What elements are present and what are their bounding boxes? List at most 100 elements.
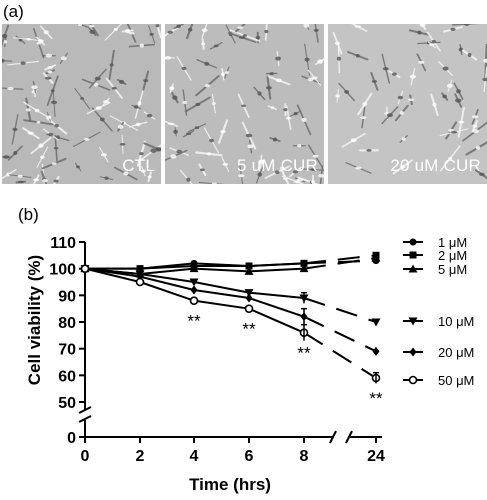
y-tick-label: 50 xyxy=(58,395,76,412)
cell-body xyxy=(222,162,228,166)
cell-body xyxy=(113,27,118,31)
cell-body xyxy=(409,74,416,79)
micrograph-20um-cur-label: 20 uM CUR xyxy=(390,156,481,175)
cell-body xyxy=(155,147,161,152)
legend-item: 1 μM xyxy=(403,235,467,250)
y-axis-break-mark xyxy=(78,406,92,414)
cell-body xyxy=(89,24,95,28)
data-point xyxy=(245,262,253,270)
x-tick-label: 6 xyxy=(245,448,254,465)
series-line-bridge xyxy=(303,254,377,265)
cell-body xyxy=(27,131,35,135)
chart-series: ** ** ** ** xyxy=(80,251,383,408)
cell-body xyxy=(7,86,14,91)
data-point xyxy=(190,285,198,295)
cell-body xyxy=(45,76,52,80)
cell-body xyxy=(117,124,124,129)
y-axis-title: Cell viability (%) xyxy=(25,255,44,385)
cell-body xyxy=(312,154,319,158)
y-tick-label: 60 xyxy=(58,368,76,385)
cell-body xyxy=(149,32,154,36)
cell-body xyxy=(301,117,307,122)
cell-body xyxy=(43,30,49,35)
cell-body xyxy=(3,155,10,159)
cell-process xyxy=(314,24,319,43)
y-axis-break-mark xyxy=(78,415,92,423)
cell-body xyxy=(165,56,172,60)
micrograph-5um-cur-cells xyxy=(165,24,324,184)
panel-b-label: (b) xyxy=(18,205,39,224)
x-axis-break-mark xyxy=(345,430,353,444)
cell-body xyxy=(45,53,53,58)
data-point xyxy=(245,293,253,303)
series-line-bridge xyxy=(303,297,377,323)
cell-body xyxy=(344,90,350,94)
cell-body xyxy=(33,178,40,182)
cell-body xyxy=(304,57,310,62)
cell-body xyxy=(241,104,247,107)
data-point xyxy=(299,264,309,273)
y-tick-label: 0 xyxy=(67,430,76,447)
series-line-bridge xyxy=(303,257,377,270)
cell-body xyxy=(6,172,11,177)
cell-body xyxy=(13,151,18,156)
cell-body xyxy=(418,60,425,64)
cell-body xyxy=(220,130,226,134)
cell-body xyxy=(99,117,105,122)
cell-body xyxy=(407,98,415,102)
cell-body xyxy=(257,91,262,96)
cell-body xyxy=(257,172,263,177)
cell-body xyxy=(186,132,192,135)
cell-body xyxy=(61,56,67,61)
cell-body xyxy=(264,29,269,34)
cell-body xyxy=(211,182,217,184)
cell-body xyxy=(207,152,211,156)
cell-body xyxy=(455,98,462,103)
y-tick-label: 80 xyxy=(58,315,76,332)
panel-a-label: (a) xyxy=(3,2,24,21)
cell-body xyxy=(283,108,288,112)
cell-body xyxy=(2,58,5,63)
cell-body xyxy=(48,132,54,136)
cell-body xyxy=(467,52,472,58)
cell-body xyxy=(391,72,397,76)
cell-body xyxy=(95,106,102,110)
cell-body xyxy=(146,113,153,118)
cell-body xyxy=(472,124,478,128)
data-point xyxy=(372,346,380,356)
cell-body xyxy=(128,31,135,35)
cell-body xyxy=(245,133,253,138)
cell-body xyxy=(199,168,205,172)
cell-body xyxy=(286,116,292,120)
cell-body xyxy=(150,148,157,153)
cell-body xyxy=(31,85,38,90)
cell-body xyxy=(350,138,357,143)
x-tick-label: 8 xyxy=(300,448,309,465)
cell-body xyxy=(26,38,31,41)
cell-body xyxy=(209,138,214,143)
cell-body xyxy=(37,39,44,43)
cell-body xyxy=(464,24,470,26)
cell-body xyxy=(265,86,272,90)
cell-body xyxy=(195,102,201,107)
cell-body xyxy=(53,146,59,150)
cell-body xyxy=(275,170,280,175)
cell-body xyxy=(83,137,90,141)
x-tick-label: 4 xyxy=(190,448,199,465)
series-line-bridge xyxy=(303,315,377,353)
cell-body xyxy=(186,177,191,182)
cell-body xyxy=(25,108,31,112)
cell-body xyxy=(42,179,48,183)
cell-body xyxy=(51,162,57,165)
data-point xyxy=(80,264,90,273)
cell-body xyxy=(303,24,310,28)
x-tick-label: 2 xyxy=(136,448,145,465)
cell-body xyxy=(170,154,177,159)
legend-item: 10 μM xyxy=(403,314,474,329)
legend-item: 20 μM xyxy=(403,345,474,360)
cell-body xyxy=(355,166,362,170)
legend-marker xyxy=(408,317,418,326)
cell-body xyxy=(458,120,465,124)
cell-body xyxy=(187,27,193,32)
legend-label: 20 μM xyxy=(438,345,474,360)
